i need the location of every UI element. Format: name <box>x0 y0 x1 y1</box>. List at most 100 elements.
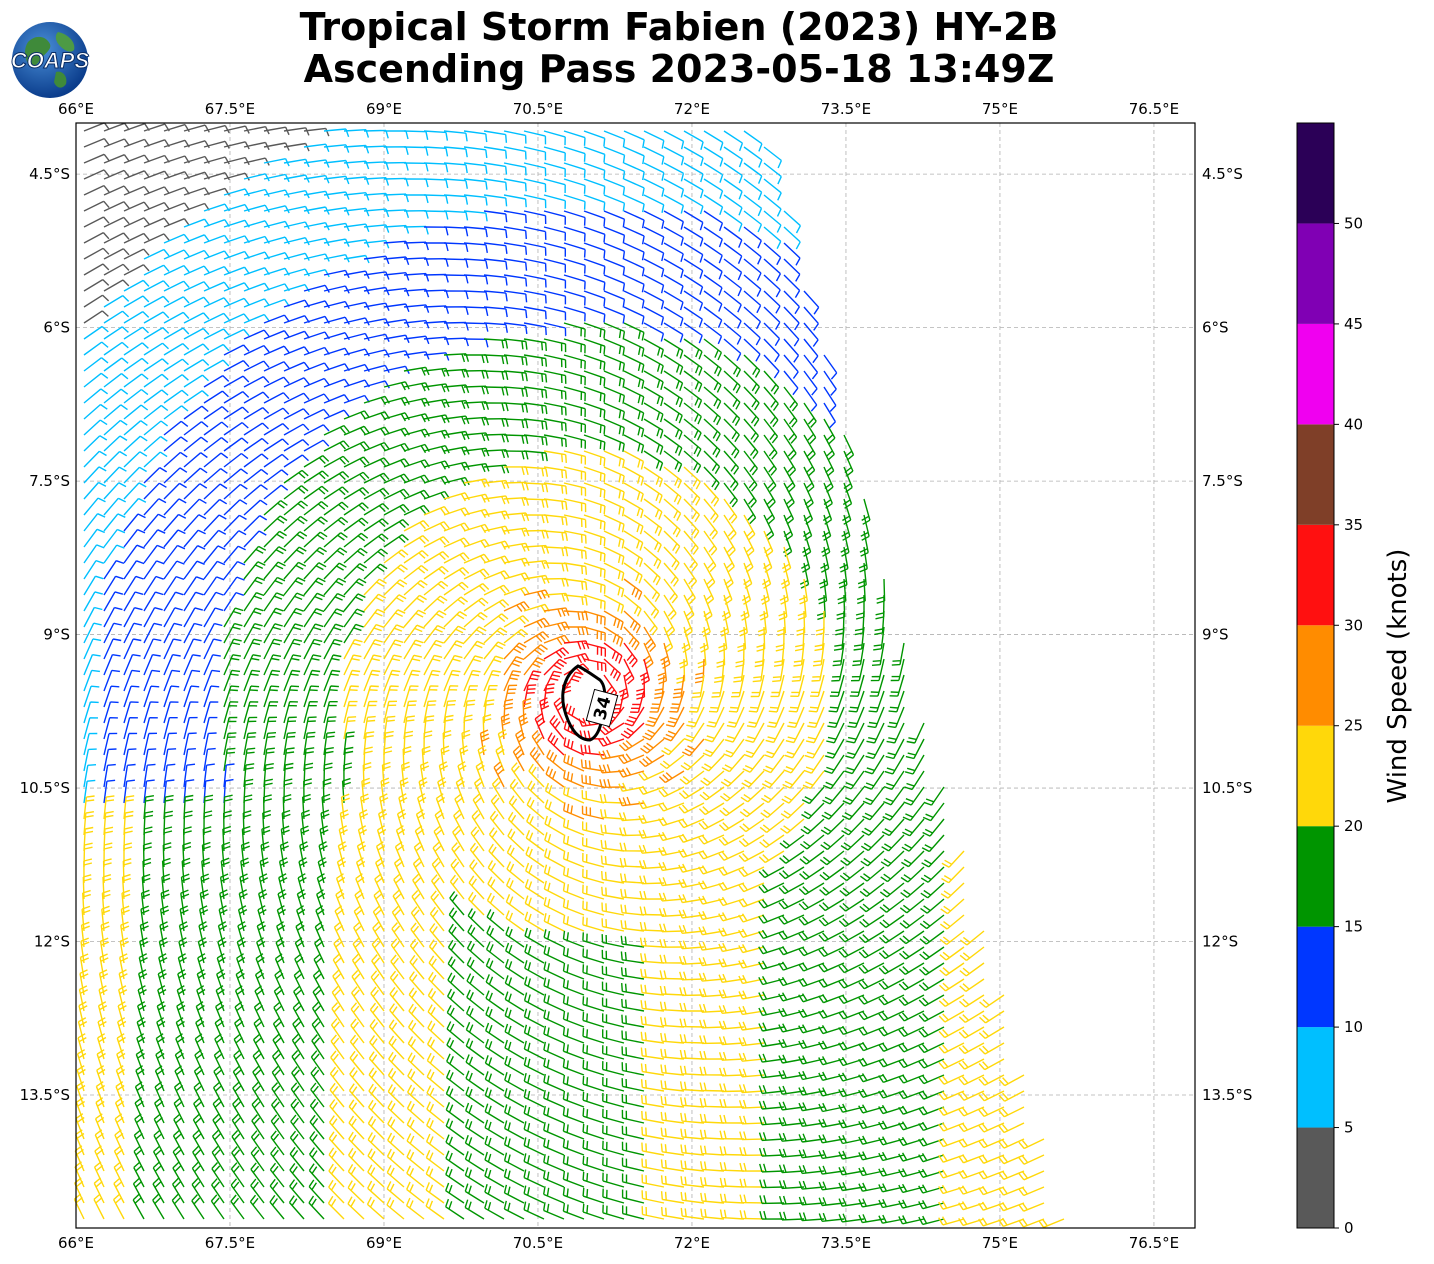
wind-barb <box>922 802 945 822</box>
wind-barb <box>143 358 169 372</box>
lon-label-top-3: 70.5°E <box>513 100 563 118</box>
wind-barb <box>445 1085 465 1108</box>
wind-barb <box>231 1113 245 1140</box>
wind-barb <box>366 1196 385 1220</box>
wind-barb <box>95 1097 105 1124</box>
wind-barb <box>383 746 393 771</box>
wind-barb <box>103 419 128 436</box>
wind-barb <box>303 408 330 420</box>
wind-barb <box>583 258 606 275</box>
wind-barb <box>798 1212 825 1222</box>
wind-barb <box>663 482 682 505</box>
wind-barb <box>347 1164 365 1188</box>
wind-barb <box>283 685 300 708</box>
wind-barb <box>838 1041 865 1051</box>
wind-barb <box>680 1160 705 1172</box>
wind-barb <box>243 188 270 198</box>
wind-barb <box>406 1116 425 1140</box>
wind-barb <box>163 343 190 356</box>
wind-barb <box>443 130 468 142</box>
wind-barb <box>314 937 325 964</box>
wind-barb <box>563 482 587 497</box>
wind-barb <box>843 434 855 461</box>
wind-barb <box>343 332 370 342</box>
wind-barb <box>938 1200 965 1210</box>
wind-barb <box>443 194 469 205</box>
wind-barb <box>308 1195 325 1220</box>
wind-barb <box>683 386 703 409</box>
wind-barb <box>503 1168 525 1188</box>
colorbar-bin-7 <box>1297 424 1334 525</box>
wind-barb <box>363 472 390 484</box>
wind-barb <box>640 984 665 996</box>
wind-barb <box>143 264 170 276</box>
wind-barb <box>292 1017 305 1044</box>
lon-label-top-7: 76.5°E <box>1129 100 1179 118</box>
wind-barb <box>641 1126 665 1140</box>
wind-barb <box>403 700 417 724</box>
wind-barb <box>659 923 685 933</box>
wind-barb <box>163 748 177 772</box>
wind-barb <box>426 1085 445 1108</box>
wind-barb <box>978 1074 1005 1086</box>
wind-barb <box>582 1187 605 1204</box>
wind-barb <box>375 857 385 884</box>
wind-barb <box>271 1082 285 1108</box>
wind-barb <box>263 423 290 436</box>
wind-barb <box>703 338 723 361</box>
wind-barb <box>343 762 353 788</box>
wind-barb <box>464 1134 485 1156</box>
wind-barb <box>798 914 825 926</box>
wind-barb <box>215 1001 225 1028</box>
wind-barb <box>623 370 645 389</box>
wind-barb <box>183 359 210 372</box>
wind-barb <box>243 716 258 740</box>
wind-barb <box>763 194 782 217</box>
wind-barb <box>583 226 606 243</box>
wind-barb <box>823 434 835 461</box>
wind-barb <box>274 969 285 996</box>
wind-barb <box>463 669 481 692</box>
wind-barb <box>176 1001 186 1028</box>
wind-barb <box>783 466 796 493</box>
wind-barb <box>623 258 645 277</box>
wind-barb <box>845 738 865 759</box>
wind-barb <box>423 210 449 220</box>
wind-barb <box>323 316 350 325</box>
wind-barb <box>624 706 645 727</box>
wind-barb <box>898 1074 925 1084</box>
wind-barb <box>849 674 865 697</box>
wind-barb <box>603 290 626 308</box>
wind-barb <box>583 370 606 387</box>
wind-barb <box>743 738 765 758</box>
wind-barb <box>263 407 290 420</box>
lon-labels-top: 66°E 67.5°E 69°E 70.5°E 72°E 73.5°E 75°E 76.5°E <box>58 100 1179 118</box>
wind-barb <box>583 210 606 227</box>
wind-barb <box>269 1194 285 1220</box>
wind-barb <box>603 354 625 372</box>
wind-barb <box>183 685 200 708</box>
wind-barb <box>938 1122 965 1132</box>
wind-barb <box>563 258 586 274</box>
wind-barb <box>898 1058 925 1069</box>
wind-barb <box>393 857 405 884</box>
wind-barb <box>403 130 429 140</box>
wind-barb <box>353 905 365 932</box>
wind-barb <box>623 498 644 519</box>
wind-barb <box>183 514 207 532</box>
wind-barb <box>678 955 705 965</box>
wind-barb <box>183 560 205 580</box>
wind-barb <box>899 930 925 945</box>
wind-barb <box>679 1049 705 1060</box>
wind-barb <box>562 978 585 996</box>
wind-barb <box>303 669 321 692</box>
wind-barb <box>483 130 508 143</box>
wind-barb <box>918 1137 945 1147</box>
wind-barb <box>163 264 190 276</box>
wind-barb <box>743 146 763 168</box>
wind-barb <box>83 169 110 180</box>
wind-barb <box>389 986 405 1012</box>
wind-barb <box>618 767 645 778</box>
wind-barb <box>383 669 401 692</box>
wind-barb <box>463 714 473 740</box>
